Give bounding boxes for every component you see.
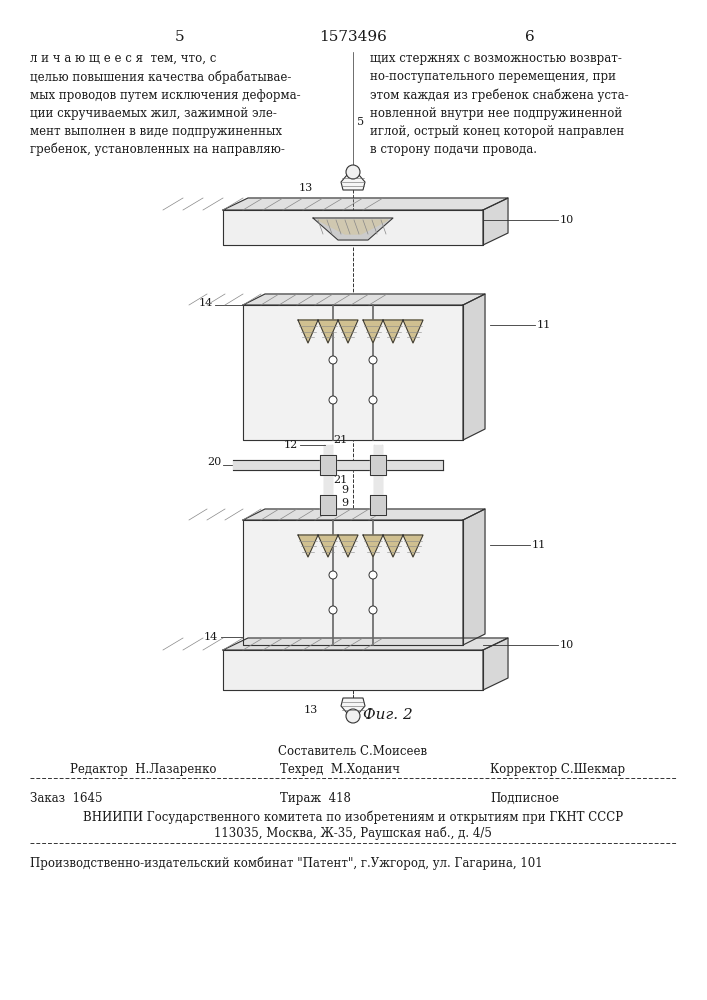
Polygon shape [320, 455, 336, 475]
Text: 5: 5 [175, 30, 185, 44]
Text: Составитель С.Моисеев: Составитель С.Моисеев [279, 745, 428, 758]
Polygon shape [243, 294, 485, 305]
Polygon shape [223, 198, 508, 210]
Polygon shape [298, 535, 318, 557]
Polygon shape [318, 220, 388, 234]
Polygon shape [483, 638, 508, 690]
Polygon shape [318, 535, 338, 557]
Polygon shape [324, 445, 332, 510]
Circle shape [369, 571, 377, 579]
Text: Подписное: Подписное [490, 792, 559, 805]
Text: 12: 12 [284, 440, 298, 450]
Text: 5: 5 [357, 117, 364, 127]
Polygon shape [298, 320, 318, 343]
Circle shape [329, 571, 337, 579]
Text: 10: 10 [560, 640, 574, 650]
Polygon shape [320, 495, 336, 515]
Text: л и ч а ю щ е е с я  тем, что, с
целью повышения качества обрабатывае-
мых прово: л и ч а ю щ е е с я тем, что, с целью по… [30, 52, 300, 156]
Polygon shape [363, 320, 383, 343]
Text: 14: 14 [199, 298, 213, 308]
Polygon shape [338, 320, 358, 343]
Polygon shape [403, 320, 423, 343]
Text: 11: 11 [532, 540, 547, 550]
Text: 9: 9 [341, 485, 348, 495]
Polygon shape [403, 535, 423, 557]
Text: Редактор  Н.Лазаренко: Редактор Н.Лазаренко [70, 763, 216, 776]
Polygon shape [243, 520, 463, 645]
Text: Фиг. 2: Фиг. 2 [363, 708, 413, 722]
Text: 13: 13 [304, 705, 318, 715]
Text: 20: 20 [206, 457, 221, 467]
Text: 6: 6 [525, 30, 535, 44]
Text: 10: 10 [560, 215, 574, 225]
Circle shape [346, 709, 360, 723]
Text: 113035, Москва, Ж-35, Раушская наб., д. 4/5: 113035, Москва, Ж-35, Раушская наб., д. … [214, 826, 492, 840]
Text: Заказ  1645: Заказ 1645 [30, 792, 103, 805]
Polygon shape [383, 320, 403, 343]
Polygon shape [483, 198, 508, 245]
Text: 13: 13 [299, 183, 313, 193]
Polygon shape [363, 535, 383, 557]
Polygon shape [223, 210, 483, 245]
Polygon shape [341, 698, 365, 713]
Text: 21: 21 [334, 475, 348, 485]
Text: ВНИИПИ Государственного комитета по изобретениям и открытиям при ГКНТ СССР: ВНИИПИ Государственного комитета по изоб… [83, 810, 623, 824]
Polygon shape [243, 305, 463, 440]
Polygon shape [313, 218, 393, 240]
Text: 21: 21 [334, 435, 348, 445]
Polygon shape [223, 638, 508, 650]
Circle shape [329, 606, 337, 614]
Polygon shape [318, 320, 338, 343]
Text: Производственно-издательский комбинат "Патент", г.Ужгород, ул. Гагарина, 101: Производственно-издательский комбинат "П… [30, 857, 543, 870]
Text: 14: 14 [204, 632, 218, 642]
Polygon shape [370, 495, 386, 515]
Polygon shape [233, 460, 443, 470]
Text: 1573496: 1573496 [319, 30, 387, 44]
Text: 9: 9 [341, 498, 348, 508]
Polygon shape [243, 509, 485, 520]
Text: Корректор С.Шекмар: Корректор С.Шекмар [490, 763, 625, 776]
Polygon shape [374, 445, 382, 510]
Polygon shape [463, 294, 485, 440]
Circle shape [369, 606, 377, 614]
Polygon shape [383, 535, 403, 557]
Text: щих стержнях с возможностью возврат-
но-поступательного перемещения, при
этом ка: щих стержнях с возможностью возврат- но-… [370, 52, 629, 156]
Polygon shape [223, 650, 483, 690]
Circle shape [329, 356, 337, 364]
Text: 11: 11 [537, 320, 551, 330]
Polygon shape [341, 175, 365, 190]
Text: Тираж  418: Тираж 418 [280, 792, 351, 805]
Polygon shape [338, 535, 358, 557]
Polygon shape [370, 455, 386, 475]
Circle shape [346, 165, 360, 179]
Text: Техред  М.Ходанич: Техред М.Ходанич [280, 763, 400, 776]
Circle shape [369, 356, 377, 364]
Circle shape [369, 396, 377, 404]
Circle shape [329, 396, 337, 404]
Polygon shape [463, 509, 485, 645]
